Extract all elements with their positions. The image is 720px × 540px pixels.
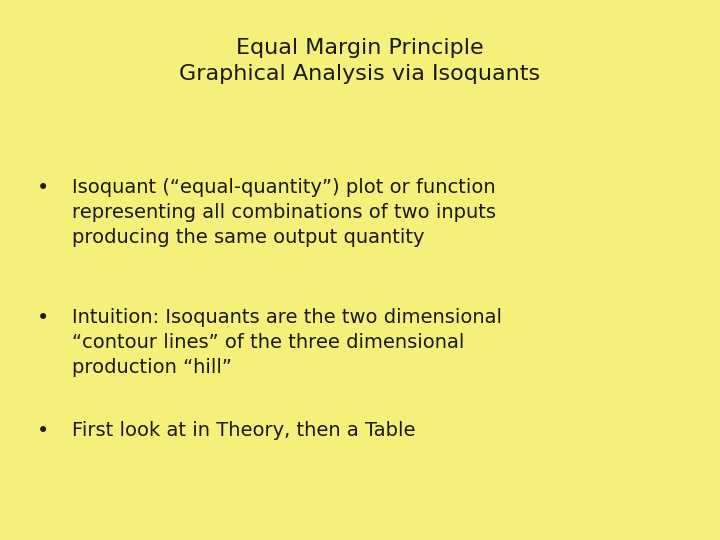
Text: Intuition: Isoquants are the two dimensional
“contour lines” of the three dimens: Intuition: Isoquants are the two dimensi… <box>72 308 502 377</box>
Text: First look at in Theory, then a Table: First look at in Theory, then a Table <box>72 421 415 440</box>
Text: Equal Margin Principle
Graphical Analysis via Isoquants: Equal Margin Principle Graphical Analysi… <box>179 38 541 84</box>
Text: Isoquant (“equal-quantity”) plot or function
representing all combinations of tw: Isoquant (“equal-quantity”) plot or func… <box>72 178 496 247</box>
Text: •: • <box>37 308 50 328</box>
Text: •: • <box>37 421 50 441</box>
Text: •: • <box>37 178 50 198</box>
